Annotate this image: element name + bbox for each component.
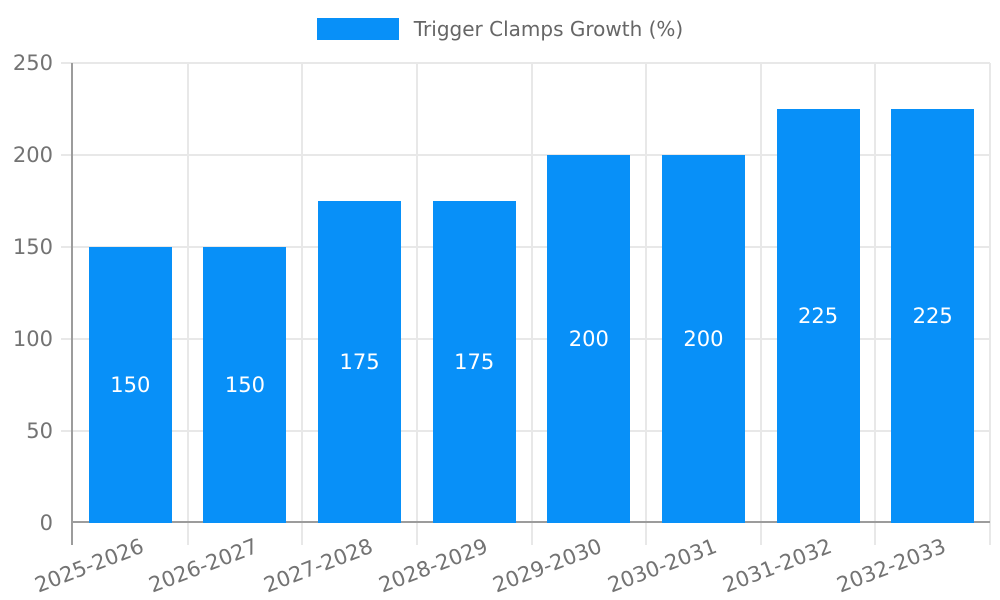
gridline-vertical [530,63,533,545]
x-axis-line [73,521,990,523]
y-tick-label: 100 [12,327,53,351]
x-tick-label: 2027-2028 [260,534,377,598]
gridline-horizontal [61,338,990,340]
bar-value-label: 225 [912,304,953,328]
y-axis-line [71,63,73,545]
legend-swatch [316,18,399,40]
bar-value-label: 150 [224,373,265,397]
gridline-vertical [759,63,762,545]
bar-value-label: 200 [683,327,724,351]
x-tick-label: 2026-2027 [146,534,262,598]
bar: 200 [661,155,745,523]
y-tick-label: 0 [39,511,53,535]
bar: 225 [776,109,860,523]
bar-value-label: 175 [339,350,380,374]
gridline-vertical [301,63,304,545]
legend[interactable]: Trigger Clamps Growth (%) [0,18,1000,40]
gridline-horizontal [61,246,990,248]
bar: 175 [318,201,402,523]
bar: 150 [88,247,172,523]
gridline-horizontal [61,62,990,64]
gridline-vertical [415,63,418,545]
x-tick-label: 2031-2032 [719,534,835,598]
legend-label: Trigger Clamps Growth (%) [413,17,684,41]
gridline-horizontal [61,154,990,156]
gridline-vertical [989,63,991,545]
x-tick-label: 2028-2029 [375,534,491,598]
y-tick-label: 200 [12,143,53,167]
y-tick-label: 150 [12,235,53,259]
gridline-vertical [645,63,648,545]
gridline-vertical [874,63,877,545]
y-tick-label: 50 [26,419,53,443]
x-tick-label: 2025-2026 [31,534,147,598]
gridline-horizontal [61,430,990,432]
bar-value-label: 150 [110,373,151,397]
bar: 175 [432,201,516,523]
y-tick-label: 250 [12,51,53,75]
bar-value-label: 175 [454,350,495,374]
x-tick-label: 2032-2033 [833,534,950,598]
x-tick-label: 2030-2031 [604,534,721,598]
bar-value-label: 200 [568,327,609,351]
bar: 150 [203,247,287,523]
bar: 225 [891,109,975,523]
bar-value-label: 225 [798,304,839,328]
bar: 200 [547,155,631,523]
x-tick-label: 2029-2030 [489,534,606,598]
gridline-vertical [186,63,189,545]
